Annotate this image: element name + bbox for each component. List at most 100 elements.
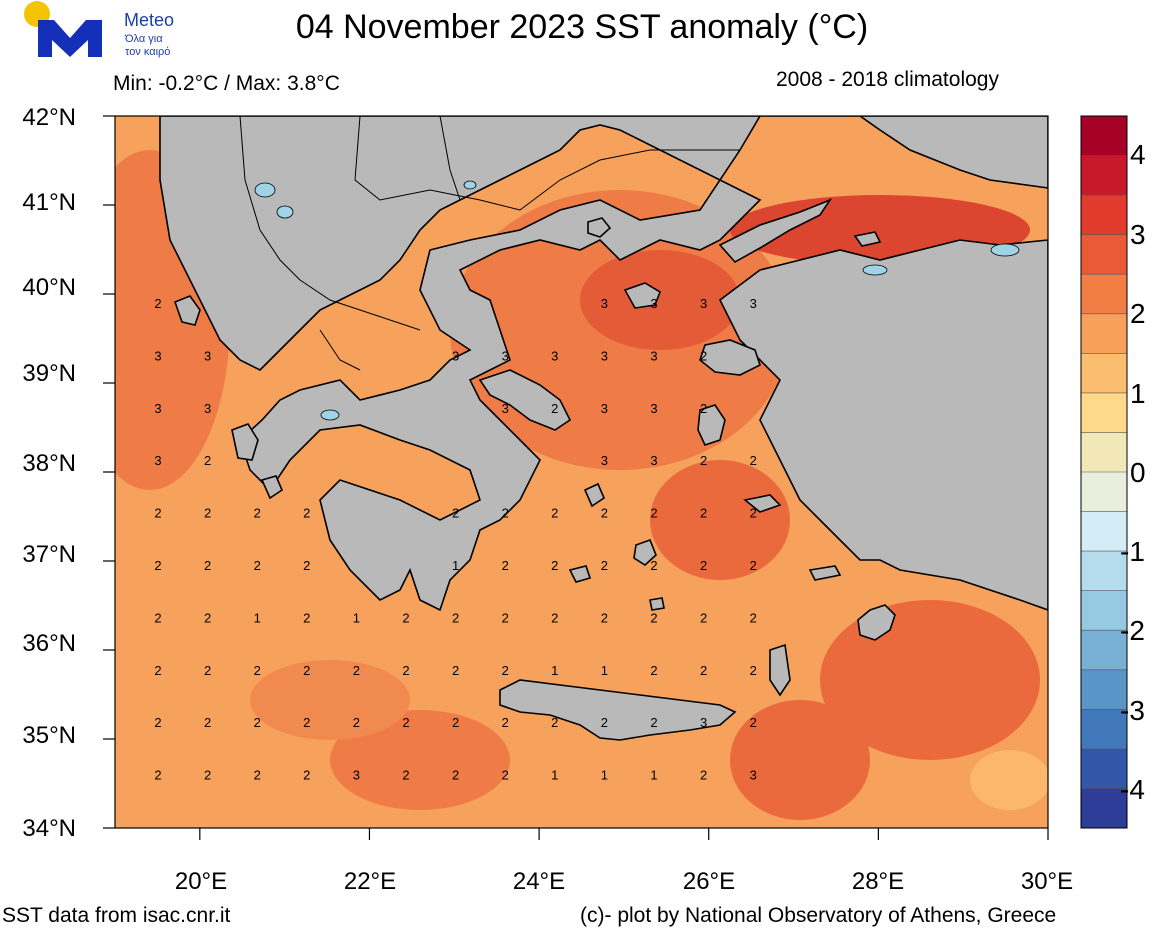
lat-label: 35°N [22,722,76,749]
colorbar-segment [1081,472,1127,513]
lon-label: 28°E [851,868,905,895]
anomaly-value-label: 2 [204,506,211,521]
anomaly-value-label: 2 [402,768,409,783]
anomaly-value-label: 3 [154,348,161,363]
colorbar-segment [1081,353,1127,394]
anomaly-value-label: 2 [502,715,509,730]
lake-manyas [862,264,888,276]
anomaly-value-label: 2 [452,610,459,625]
m-logo-icon [38,20,102,57]
anomaly-value-label: 2 [353,663,360,678]
anomaly-value-label: 3 [601,453,608,468]
anomaly-value-label: 2 [303,663,310,678]
karpathos [769,643,791,697]
anomaly-value-label: 2 [204,715,211,730]
lake-east-marmara [990,243,1020,257]
colorbar-label: 3 [1130,219,1146,250]
anomaly-value-label: 2 [502,663,509,678]
anomaly-value-label: 3 [204,348,211,363]
colorbar-segment [1081,313,1127,354]
lesvos [699,339,761,376]
colorbar-frame [1080,115,1128,829]
anomaly-value-label: 2 [452,715,459,730]
anomaly-value-label: 3 [650,348,657,363]
anomaly-value-label: 3 [650,296,657,311]
lat-label: 42°N [22,104,76,131]
anomaly-value-label: 2 [502,610,509,625]
lon-label: 20°E [174,868,228,895]
anomaly-value-label: 3 [551,348,558,363]
anomaly-value-label: 1 [650,768,657,783]
meteo-logo [24,1,102,57]
anomaly-value-label: 2 [502,506,509,521]
anomaly-value-label: 2 [601,558,608,573]
anomaly-value-label: 2 [551,610,558,625]
colorbar-segment [1081,669,1127,710]
lat-label: 41°N [22,189,76,216]
anomaly-value-label: 2 [452,506,459,521]
south-ionian-warm-patch [330,710,510,810]
anomaly-value-label: 3 [452,348,459,363]
anomaly-value-label: 2 [204,610,211,625]
anomaly-value-label: 2 [154,558,161,573]
lakes [254,180,1020,421]
colorbar-segment [1081,788,1127,829]
anomaly-value-label: 2 [154,715,161,730]
colorbar-segment [1081,155,1127,196]
anomaly-value-label: 1 [254,610,261,625]
santorini [649,597,665,611]
colorbar-label: -3 [1120,695,1145,726]
anomaly-value-label: 1 [353,610,360,625]
border-line-5 [299,279,421,331]
anomaly-value-label: 2 [650,715,657,730]
brand-tagline-2: τον καιρό [125,46,171,58]
anomaly-value-label: 2 [750,715,757,730]
anomaly-value-label: 3 [700,715,707,730]
anomaly-value-label: 2 [303,768,310,783]
anomaly-value-label: 1 [551,768,558,783]
anomaly-value-label: 3 [750,768,757,783]
chios [697,404,726,446]
anomaly-value-label: 2 [750,663,757,678]
anomaly-value-label: 2 [452,663,459,678]
anatolia [718,239,1048,611]
crete [499,679,737,741]
dodecanese-warm-patch [650,460,790,580]
colorbar-label: 0 [1130,457,1146,488]
colorbar-segment [1081,630,1127,671]
colorbar-segment [1081,274,1127,315]
gallipoli [718,198,833,264]
anomaly-value-label: 2 [502,558,509,573]
anomaly-value-label: 2 [601,506,608,521]
marmara-island [853,231,882,247]
rhodes [857,604,896,641]
colorbar-label: -1 [1120,536,1145,567]
colorbar-segment [1081,234,1127,275]
colorbar-label: 4 [1130,139,1146,170]
samos [743,494,782,513]
crete-east-warm-patch [730,700,870,820]
anomaly-value-label: 2 [154,663,161,678]
evia [478,369,572,431]
south-central-patch [250,660,410,740]
anomaly-value-label: 2 [750,610,757,625]
colorbar-segment [1081,551,1127,592]
lat-label: 36°N [22,630,76,657]
border-line-1 [239,116,301,281]
anomaly-value-label: 3 [601,348,608,363]
anomaly-value-label: 1 [601,768,608,783]
climatology-label: 2008 - 2018 climatology [776,68,999,91]
colorbar-segment [1081,432,1127,473]
colorbar-segment [1081,709,1127,750]
colorbar-label: 1 [1130,378,1146,409]
kos [808,565,842,581]
colorbar-label: -4 [1120,774,1145,805]
lon-label: 26°E [682,868,736,895]
anomaly-value-label: 2 [551,715,558,730]
colorbar-segment [1081,590,1127,631]
anomaly-value-label: 3 [750,296,757,311]
anomaly-value-label: 2 [551,558,558,573]
anomaly-value-label: 3 [502,348,509,363]
anomaly-value-label: 1 [452,558,459,573]
